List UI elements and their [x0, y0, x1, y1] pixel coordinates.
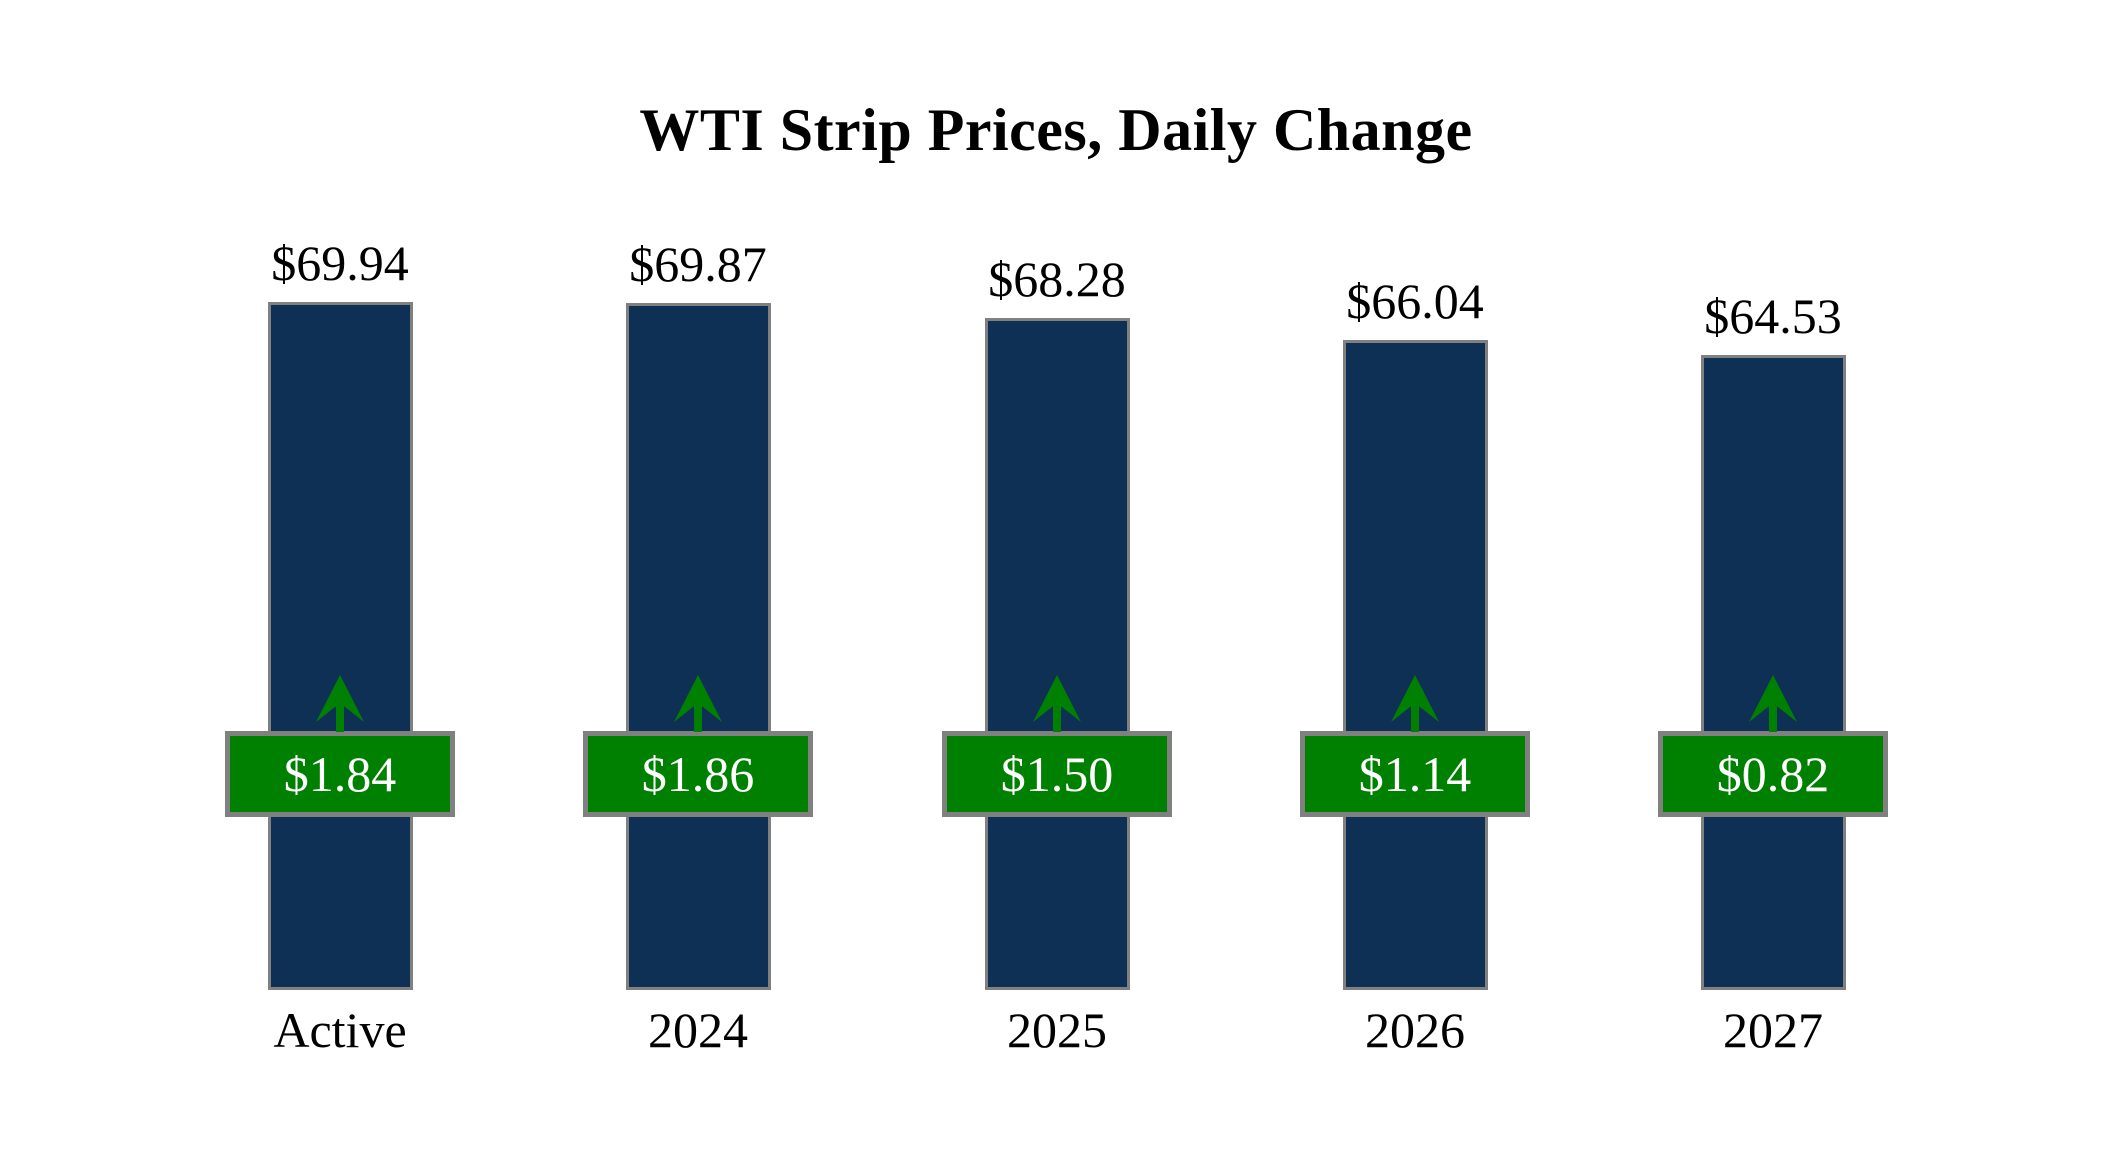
price-label: $69.87 — [629, 236, 767, 292]
up-arrow-icon — [1033, 675, 1081, 732]
up-arrow-icon — [674, 675, 722, 732]
price-bar: $1.50 — [942, 318, 1172, 990]
category-label: 2024 — [648, 1002, 748, 1058]
change-badge: $1.86 — [583, 731, 813, 817]
price-label: $68.28 — [988, 251, 1126, 307]
up-arrow-icon — [1391, 675, 1439, 732]
up-arrow-icon — [316, 675, 364, 732]
category-label: Active — [273, 1002, 407, 1058]
change-value: $1.50 — [1000, 746, 1114, 802]
bar-column: $69.87 $1.86 2024 — [519, 236, 877, 1059]
bar-column: $66.04 $1.14 2026 — [1236, 273, 1594, 1059]
change-badge: $1.14 — [1300, 731, 1530, 817]
change-badge: $1.84 — [225, 731, 455, 817]
price-bar: $1.84 — [225, 302, 455, 990]
category-label: 2026 — [1365, 1002, 1465, 1058]
bar-column: $68.28 $1.50 2025 — [878, 251, 1236, 1059]
change-value: $1.84 — [283, 746, 397, 802]
change-badge: $1.50 — [942, 731, 1172, 817]
category-label: 2025 — [1007, 1002, 1107, 1058]
change-badge: $0.82 — [1658, 731, 1888, 817]
bar-column: $69.94 $1.84 Active — [161, 235, 519, 1059]
price-bar: $1.86 — [583, 303, 813, 990]
category-label: 2027 — [1723, 1002, 1823, 1058]
price-bar: $0.82 — [1658, 355, 1888, 990]
change-value: $0.82 — [1716, 746, 1830, 802]
price-bar: $1.14 — [1300, 340, 1530, 990]
chart-title: WTI Strip Prices, Daily Change — [639, 97, 1473, 163]
up-arrow-icon — [1749, 675, 1797, 732]
price-label: $64.53 — [1704, 288, 1842, 344]
price-label: $69.94 — [271, 235, 409, 291]
price-label: $66.04 — [1346, 273, 1484, 329]
change-value: $1.86 — [641, 746, 755, 802]
bar-column: $64.53 $0.82 2027 — [1594, 288, 1952, 1059]
change-value: $1.14 — [1358, 746, 1472, 802]
